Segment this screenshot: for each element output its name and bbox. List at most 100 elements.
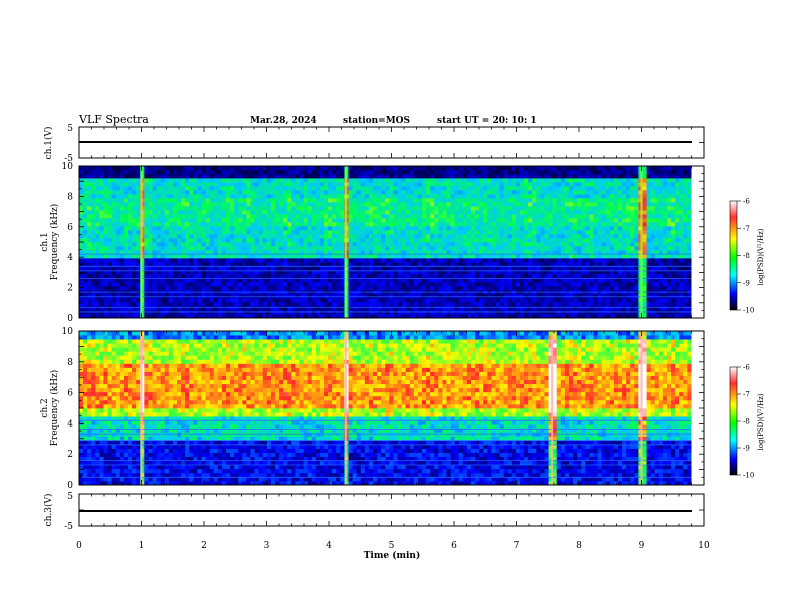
spectrogram-cell bbox=[360, 214, 366, 219]
spectrogram-cell bbox=[422, 262, 427, 267]
spectrogram-cell bbox=[209, 274, 215, 279]
spectrogram-cell bbox=[295, 254, 300, 259]
spectrogram-cell bbox=[409, 194, 415, 199]
spectrogram-cell bbox=[197, 198, 202, 203]
spectrogram-cell bbox=[160, 178, 166, 183]
spectrogram-cell bbox=[393, 262, 398, 267]
spectrogram-cell bbox=[532, 242, 537, 247]
spectrogram-cell bbox=[152, 206, 157, 211]
spectrogram-cell bbox=[479, 186, 484, 191]
spectrogram-cell bbox=[409, 294, 415, 299]
spectrogram-cell bbox=[438, 214, 443, 219]
spectrogram-cell bbox=[589, 258, 594, 263]
spectrogram-cell bbox=[364, 254, 370, 259]
spectrogram-cell bbox=[352, 214, 358, 219]
spectrogram-cell bbox=[172, 214, 178, 219]
spectrogram-cell bbox=[307, 226, 313, 231]
spectrogram-cell bbox=[115, 258, 121, 263]
spectrogram-cell bbox=[209, 242, 215, 247]
spectrogram-cell bbox=[487, 170, 492, 175]
spectrogram-cell bbox=[442, 306, 447, 311]
spectrogram-cell bbox=[593, 186, 598, 191]
spectrogram-cell bbox=[275, 298, 280, 303]
spectrogram-cell bbox=[315, 274, 321, 279]
spectrogram-cell bbox=[283, 278, 288, 283]
spectrogram-cell bbox=[393, 218, 398, 223]
spectrogram-cell bbox=[242, 214, 247, 219]
spectrogram-cell bbox=[373, 294, 378, 299]
spectrogram-cell bbox=[450, 254, 456, 259]
spectrogram-cell bbox=[307, 258, 313, 263]
spectrogram-cell bbox=[156, 258, 162, 263]
spectrogram-cell bbox=[377, 202, 382, 207]
spectrogram-cell bbox=[258, 190, 264, 195]
spectrogram-cell bbox=[238, 314, 243, 319]
spectrogram-cell bbox=[556, 302, 562, 307]
spectrogram-cell bbox=[91, 174, 96, 179]
spectrogram-cell bbox=[311, 282, 317, 287]
spectrogram-cell bbox=[577, 278, 582, 283]
spectrogram-cell bbox=[324, 258, 329, 263]
spectrogram-cell bbox=[209, 214, 215, 219]
spectrogram-cell bbox=[446, 258, 451, 263]
spectrogram-cell bbox=[589, 218, 594, 223]
spectrogram-cell bbox=[279, 222, 284, 227]
spectrogram-cell bbox=[156, 222, 162, 227]
spectrogram-cell bbox=[177, 230, 182, 235]
spectrogram-cell bbox=[458, 270, 464, 275]
spectrogram-cell bbox=[552, 258, 558, 263]
spectrogram-cell bbox=[107, 166, 113, 171]
spectrogram-cell bbox=[511, 246, 517, 251]
spectrogram-cell bbox=[246, 182, 251, 187]
spectrogram-cell bbox=[503, 170, 509, 175]
spectrogram-cell bbox=[438, 194, 443, 199]
spectrogram-cell bbox=[83, 298, 88, 303]
spectrogram-cell bbox=[295, 170, 300, 175]
spectrogram-cell bbox=[458, 166, 464, 171]
spectrogram-cell bbox=[128, 294, 133, 299]
spectrogram-cell bbox=[324, 246, 329, 251]
spectrogram-cell bbox=[238, 262, 243, 267]
spectrogram-cell bbox=[221, 278, 227, 283]
spectrogram-cell bbox=[564, 214, 570, 219]
spectrogram-cell bbox=[291, 170, 296, 175]
spectrogram-cell bbox=[442, 270, 447, 275]
spectrogram-cell bbox=[221, 206, 227, 211]
spectrogram-cell bbox=[360, 246, 366, 251]
spectrogram-cell bbox=[209, 302, 215, 307]
spectrogram-cell bbox=[185, 226, 190, 231]
spectrogram-cell bbox=[458, 258, 464, 263]
spectrogram-cell bbox=[544, 254, 549, 259]
spectrogram-cell bbox=[238, 258, 243, 263]
spectrogram-cell bbox=[270, 182, 276, 187]
spectrogram-cell bbox=[373, 246, 378, 251]
spectrogram-cell bbox=[401, 266, 407, 271]
spectrogram-cell bbox=[360, 254, 366, 259]
spectrogram-cell bbox=[417, 234, 423, 239]
spectrogram-cell bbox=[181, 262, 186, 267]
spectrogram-cell bbox=[246, 250, 251, 255]
spectrogram-cell bbox=[487, 222, 492, 227]
spectrogram-cell bbox=[254, 270, 260, 275]
spectrogram-cell bbox=[373, 202, 378, 207]
spectrogram-cell bbox=[609, 254, 615, 259]
spectrogram-cell bbox=[466, 234, 472, 239]
spectrogram-cell bbox=[405, 250, 411, 255]
spectrogram-cell bbox=[483, 174, 488, 179]
spectrogram-cell bbox=[103, 186, 108, 191]
spectrogram-cell bbox=[217, 270, 223, 275]
spectrogram-cell bbox=[356, 298, 362, 303]
spectrogram-cell bbox=[230, 194, 235, 199]
spectrogram-cell bbox=[601, 286, 607, 291]
spectrogram-cell bbox=[295, 238, 300, 243]
spectrogram-cell bbox=[356, 166, 362, 171]
spectrogram-cell bbox=[111, 214, 117, 219]
spectrogram-cell bbox=[438, 298, 443, 303]
spectrogram-cell bbox=[454, 198, 460, 203]
spectrogram-cell bbox=[234, 234, 239, 239]
spectrogram-cell bbox=[319, 230, 325, 235]
spectrogram-cell bbox=[156, 206, 162, 211]
spectrogram-cell bbox=[458, 294, 464, 299]
spectrogram-cell bbox=[577, 302, 582, 307]
spectrogram-cell bbox=[311, 266, 317, 271]
